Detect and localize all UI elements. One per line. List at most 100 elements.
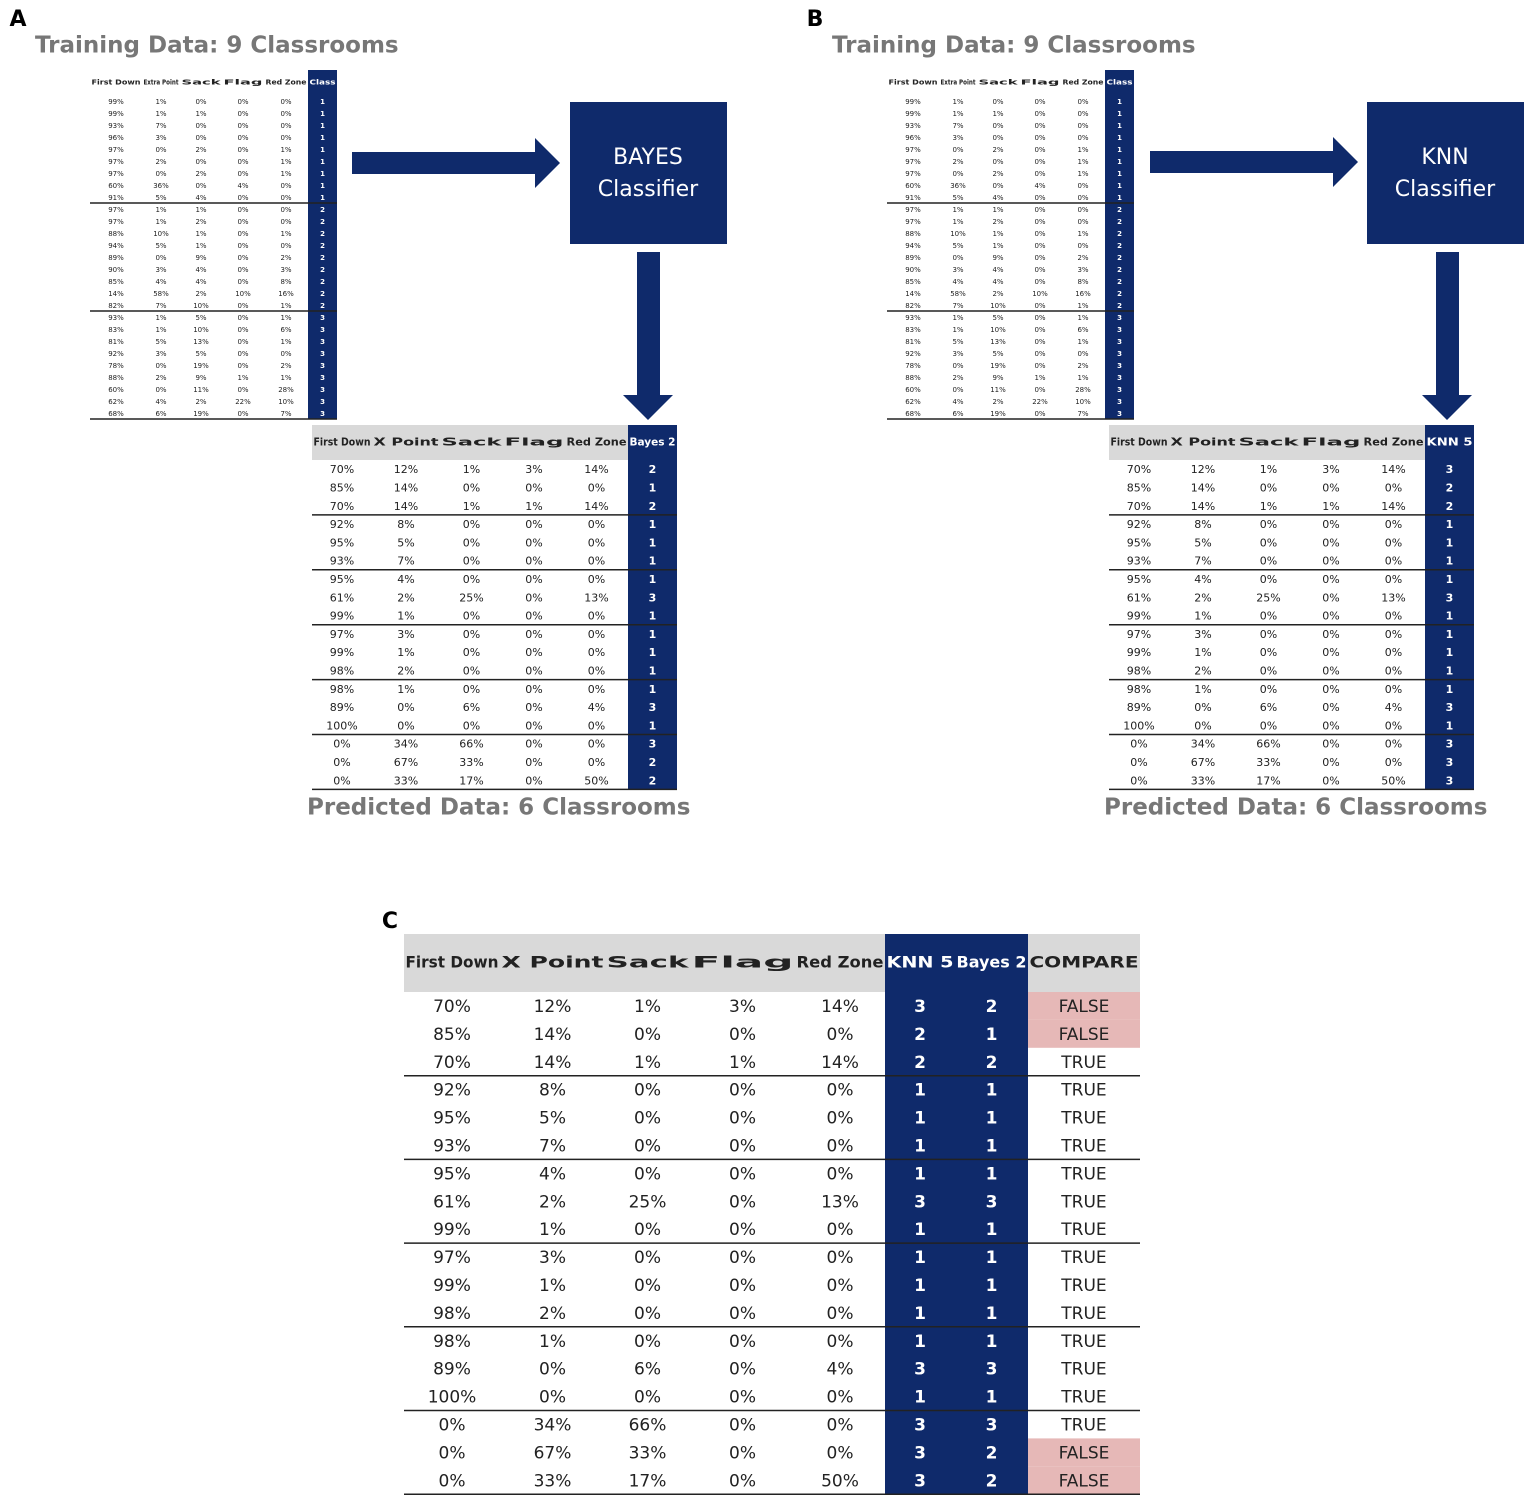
cell: 2% [195, 146, 206, 154]
cell: 70% [1127, 500, 1151, 513]
cell: 2 [320, 290, 325, 298]
cell: 60% [108, 386, 124, 394]
cell: TRUE [1060, 1388, 1106, 1408]
cell: 33% [1191, 774, 1215, 787]
cell: 0% [634, 1220, 661, 1240]
cell: 0% [463, 573, 480, 586]
cell: 2 [320, 218, 325, 226]
cell: 2% [195, 170, 206, 178]
cell: 93% [108, 314, 124, 322]
cell: 5% [1194, 536, 1211, 549]
arrow-right [352, 138, 560, 188]
cell: 7% [1077, 410, 1088, 418]
cell: 99% [108, 110, 124, 118]
cell: 8% [397, 518, 414, 531]
cell: 1 [1117, 146, 1122, 154]
cell: 0% [729, 1025, 756, 1045]
cell: 3 [1446, 774, 1454, 787]
cell: 0% [1385, 555, 1402, 568]
cell: 0% [525, 683, 542, 696]
cell: TRUE [1060, 1192, 1106, 1212]
cell: 14% [584, 463, 608, 476]
cell: 33% [459, 756, 483, 769]
mismatch-cell [1028, 1019, 1140, 1048]
cell: 2% [397, 664, 414, 677]
cell: 98% [1127, 683, 1151, 696]
cell: 19% [193, 362, 209, 370]
cell: 1% [155, 218, 166, 226]
cell: 6% [634, 1360, 661, 1380]
cell: 3 [649, 591, 657, 604]
cell: 12% [1191, 463, 1215, 476]
cell: 4% [195, 278, 206, 286]
cell: 28% [278, 386, 294, 394]
cell: 0% [155, 386, 166, 394]
arrow-down [1422, 252, 1472, 420]
cell: 1 [1446, 610, 1454, 623]
predicted-title: Predicted Data: 6 Classrooms [1104, 795, 1487, 821]
cell: 88% [108, 230, 124, 238]
column-header: Sack [1239, 437, 1301, 449]
cell: 0% [588, 518, 605, 531]
cell: 0% [155, 170, 166, 178]
cell: 0% [525, 719, 542, 732]
cell: 66% [629, 1415, 667, 1435]
cell: 4% [195, 266, 206, 274]
cell: 97% [1127, 628, 1151, 641]
cell: 0% [280, 350, 291, 358]
cell: 3 [986, 1360, 998, 1380]
cell: 1% [952, 206, 963, 214]
cell: 3 [1117, 350, 1122, 358]
cell: 83% [108, 326, 124, 334]
cell: 97% [905, 146, 921, 154]
cell: 0% [588, 555, 605, 568]
cell: 2 [649, 756, 657, 769]
cell: TRUE [1060, 1109, 1106, 1129]
cell: 1 [1117, 98, 1122, 106]
column-header: Sack [979, 79, 1019, 87]
cell: 0% [1260, 719, 1277, 732]
cell: 0% [463, 536, 480, 549]
cell: 0% [1385, 683, 1402, 696]
cell: 0% [952, 362, 963, 370]
cell: 85% [1127, 481, 1151, 494]
cell: 2 [1446, 500, 1454, 513]
cell: 6% [952, 410, 963, 418]
cell: 2% [195, 290, 206, 298]
cell: 3 [1117, 314, 1122, 322]
cell: 28% [1075, 386, 1091, 394]
cell: 3 [1446, 738, 1454, 751]
column-header: Sack [182, 79, 222, 87]
cell: 0% [237, 302, 248, 310]
cell: 33% [534, 1471, 572, 1491]
cell: 11% [193, 386, 209, 394]
cell: 14% [394, 500, 418, 513]
cell: 3% [397, 628, 414, 641]
cell: 2% [952, 374, 963, 382]
cell: 99% [905, 98, 921, 106]
cell: 1% [539, 1276, 566, 1296]
cell: 97% [108, 158, 124, 166]
cell: FALSE [1059, 1443, 1110, 1463]
column-header: First Down [889, 79, 938, 87]
column-header: Extra Point [144, 79, 180, 87]
cell: 0% [729, 1081, 756, 1101]
cell: 99% [905, 110, 921, 118]
cell: 0% [397, 719, 414, 732]
column-header: X Point [502, 953, 604, 972]
cell: 1% [397, 683, 414, 696]
cell: 0% [1034, 110, 1045, 118]
cell: 0% [952, 170, 963, 178]
class-column [308, 70, 337, 419]
cell: 2 [1117, 278, 1122, 286]
cell: 1% [155, 110, 166, 118]
cell: 1% [155, 206, 166, 214]
cell: 9% [992, 254, 1003, 262]
cell: 60% [905, 182, 921, 190]
cell: 1 [914, 1332, 926, 1352]
cell: 0% [1322, 719, 1339, 732]
cell: 0% [1385, 573, 1402, 586]
cell: 0% [463, 719, 480, 732]
cell: 3 [914, 1415, 926, 1435]
cell: 0% [992, 158, 1003, 166]
